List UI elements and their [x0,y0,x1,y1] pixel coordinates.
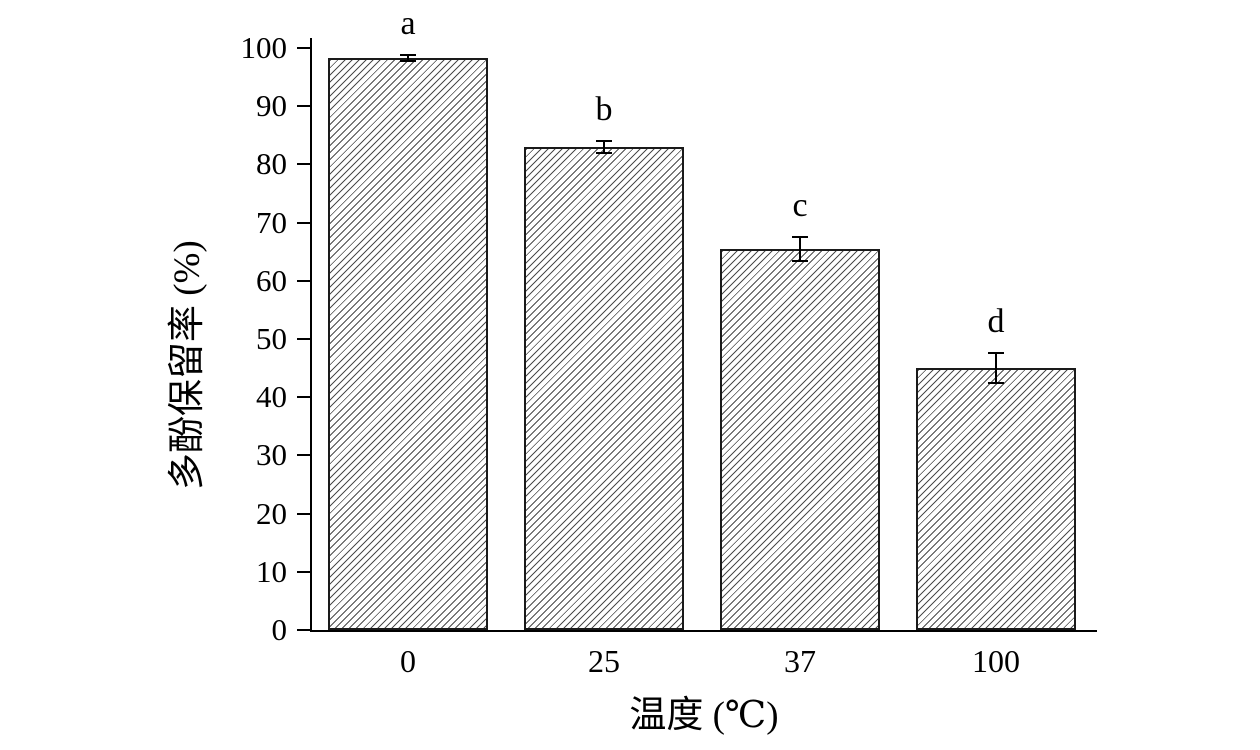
y-tick-label: 100 [240,30,288,65]
y-axis [310,38,312,632]
error-bar [988,351,1004,385]
x-axis [310,630,1097,632]
significance-letter: c [792,186,808,224]
bar [524,146,684,630]
significance-letter: b [595,90,613,128]
y-axis-tick [297,47,310,49]
error-bar [400,53,416,62]
error-bar-stem [799,235,801,262]
y-tick-label: 10 [256,553,287,589]
y-axis-tick [297,338,310,340]
bar [916,368,1076,630]
y-axis-tick [297,221,310,224]
x-tick-label: 100 [972,643,1020,679]
y-tick-label: 0 [271,612,288,647]
x-tick-label: 37 [784,643,816,679]
significance-letter: d [987,302,1005,340]
y-axis-tick [297,396,310,399]
error-bar-stem [407,53,409,62]
error-bar [792,235,808,262]
x-axis-title: 温度 (℃) [629,695,779,736]
y-tick-label: 80 [256,146,287,182]
y-tick-label: 70 [256,204,287,240]
error-bar-stem [603,139,605,154]
y-axis-title: 多酚保留率 (%) [167,240,208,490]
y-tick-label: 30 [256,437,287,473]
y-axis-tick [297,629,310,631]
error-bar [596,139,612,154]
y-axis-tick [297,570,310,573]
significance-letter: a [400,4,416,42]
y-axis-tick [297,105,310,108]
bar [720,248,880,630]
y-axis-tick [297,512,310,515]
y-tick-label: 50 [256,321,287,356]
y-tick-label: 40 [256,379,287,415]
bar [328,57,488,630]
y-axis-tick [297,279,310,282]
x-tick-label: 0 [400,643,416,679]
y-tick-label: 60 [256,262,287,298]
y-axis-tick [297,163,310,166]
y-tick-label: 20 [256,495,287,531]
error-bar-stem [995,351,997,385]
y-tick-label: 90 [256,88,287,124]
x-tick-label: 25 [588,643,620,679]
y-axis-tick [297,454,310,457]
